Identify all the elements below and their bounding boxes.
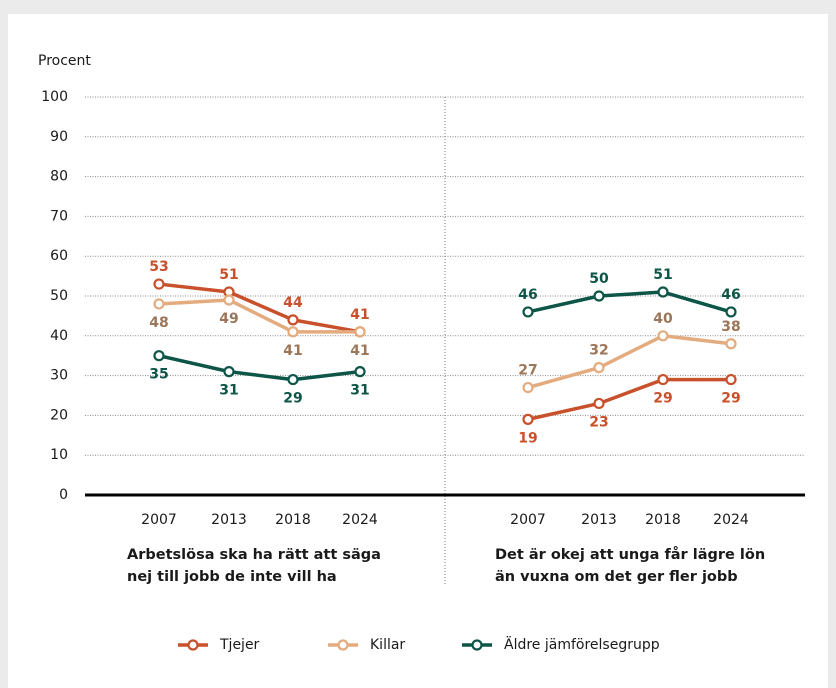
point [657,330,669,342]
value-label: 31 [350,383,369,399]
value-label: 51 [653,267,672,283]
value-label: 29 [653,391,672,407]
series-line [527,290,732,314]
point [287,314,299,326]
point [153,298,165,310]
value-label: 19 [518,430,537,446]
value-label: 44 [283,295,303,311]
legend-label: Äldre jämförelsegrupp [504,635,660,653]
point [223,366,235,378]
point [657,373,669,386]
value-label: 29 [283,391,302,407]
point [725,306,737,318]
series-line [158,353,361,382]
point [657,286,669,298]
series-line [527,334,732,390]
value-label: 53 [149,259,168,275]
value-label: 48 [149,315,168,331]
x-tick-label: 2007 [510,512,546,528]
value-label: 23 [589,414,608,430]
x-tick-label: 2013 [211,512,247,528]
point [354,326,366,338]
value-label: 50 [589,271,609,287]
value-label: 41 [350,343,369,359]
point [153,278,165,290]
y-tick-label: 70 [50,208,68,224]
point [153,350,165,362]
value-label: 49 [219,311,238,327]
panel-subtitle: nej till jobb de inte vill ha [127,569,337,585]
y-tick-label: 100 [41,89,68,105]
value-label: 32 [589,343,608,359]
legend-label: Tjejer [219,637,260,653]
value-label: 38 [721,319,740,335]
legend-swatch-point [337,639,349,651]
value-label: 35 [149,367,168,383]
y-tick-label: 40 [50,328,68,344]
y-tick-label: 50 [50,288,68,304]
legend-swatch-point [471,639,483,651]
point [287,373,299,386]
series-line [158,298,360,334]
x-tick-label: 2013 [581,512,617,528]
value-label: 40 [653,311,673,327]
series-line [158,282,361,334]
x-tick-label: 2024 [713,512,749,528]
value-label: 29 [721,391,740,407]
point [725,373,737,386]
y-tick-label: 10 [50,447,68,463]
legend-label: Killar [370,637,405,653]
y-tick-label: 90 [50,129,68,145]
x-tick-label: 2018 [275,512,311,528]
point [522,306,534,318]
value-label: 27 [518,363,537,379]
panel-subtitle: Det är okej att unga får lägre lön [495,546,765,563]
value-label: 46 [721,287,740,303]
legend-swatch-point [187,639,199,651]
point [522,381,534,394]
value-label: 46 [518,287,537,303]
y-tick-label: 0 [59,487,68,503]
series-line [527,377,731,422]
value-label: 41 [350,307,369,323]
y-tick-label: 20 [50,407,68,423]
value-label: 51 [219,267,238,283]
y-tick-label: 30 [50,368,68,384]
card [8,14,828,688]
point [354,366,366,378]
point [593,290,605,302]
y-tick-label: 60 [50,248,68,264]
point [593,362,605,374]
point [522,413,534,425]
panel-subtitle: än vuxna om det ger fler jobb [495,569,738,585]
panel-subtitle: Arbetslösa ska ha rätt att säga [127,547,381,563]
point [725,338,737,350]
y-tick-label: 80 [50,169,68,185]
point [593,397,605,410]
x-tick-label: 2018 [645,512,681,528]
x-tick-label: 2007 [141,512,177,528]
point [223,294,235,306]
x-tick-label: 2024 [342,512,378,528]
point [287,326,299,338]
y-axis-label: Procent [38,53,91,69]
value-label: 41 [283,343,302,359]
value-label: 31 [219,383,238,399]
